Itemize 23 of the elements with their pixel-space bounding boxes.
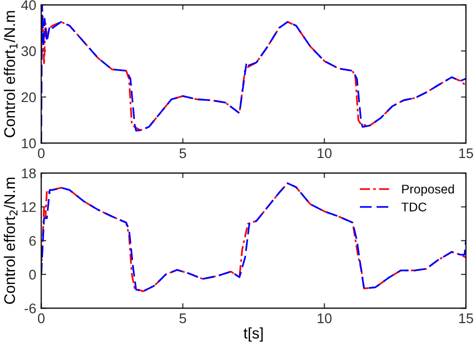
y-axis-title: Control effort$_{1}$/N.m bbox=[4, 11, 18, 138]
x-tick-label: 10 bbox=[318, 148, 332, 158]
legend-label: TDC bbox=[401, 202, 426, 212]
legend-label: Proposed bbox=[402, 184, 454, 196]
y-tick-label: 30 bbox=[21, 46, 36, 56]
x-tick-label: 5 bbox=[180, 314, 186, 324]
y-tick-label: 10 bbox=[22, 138, 36, 148]
x-tick-label: 10 bbox=[318, 313, 332, 324]
x-axis-title: t[s] bbox=[244, 327, 263, 342]
y-tick-label: 12 bbox=[22, 202, 36, 212]
x-tick-label: 0 bbox=[38, 148, 45, 158]
y-tick-label: 20 bbox=[22, 92, 36, 102]
x-tick-label: 0 bbox=[38, 313, 45, 324]
y-tick-label: 6 bbox=[29, 236, 36, 246]
y-tick-label: 0 bbox=[29, 270, 36, 280]
x-tick-label: 15 bbox=[459, 148, 474, 158]
y-axis-title: Control effort$_{2}$/N.m bbox=[4, 178, 18, 304]
y-tick-label: 40 bbox=[21, 0, 36, 10]
y-tick-label: -6 bbox=[24, 304, 36, 314]
y-tick-label: 18 bbox=[22, 168, 36, 178]
x-tick-label: 15 bbox=[459, 314, 474, 324]
line-series bbox=[41, 182, 466, 292]
x-tick-label: 5 bbox=[180, 148, 186, 158]
